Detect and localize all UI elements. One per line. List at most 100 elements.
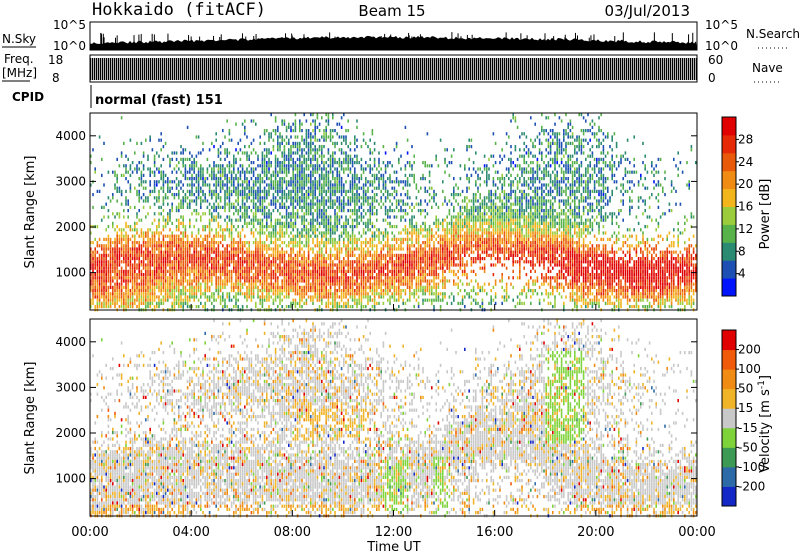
power-cell [290,215,292,219]
power-cell [376,250,378,254]
power-cell [94,289,96,293]
power-cell [140,301,143,305]
power-cell [186,260,189,264]
power-cell [230,276,233,280]
power-cell [299,298,301,302]
power-cell [261,151,264,155]
power-cell [312,196,314,200]
power-cell [90,266,92,270]
power-cell [373,298,376,302]
power-cell [136,247,138,251]
power-cell [237,151,239,155]
freq-bar [552,58,554,80]
power-cell [226,266,228,270]
power-cell [233,285,235,289]
power-cell [105,202,107,206]
power-cell [310,205,312,209]
power-cell [217,253,220,257]
power-cell [162,215,165,219]
power-cell [270,269,272,273]
power-cell [131,253,134,257]
power-cell [116,247,118,251]
power-cell [180,276,182,280]
power-cell [101,289,103,293]
power-cell [160,273,162,277]
power-cell [151,231,154,235]
power-cell [351,196,354,200]
power-cell [208,218,211,222]
power-cell [356,218,358,222]
power-cell [281,225,283,229]
power-cell [138,301,140,305]
power-cell [303,215,305,219]
power-cell [118,292,121,296]
power-cell [259,260,261,264]
power-cell [255,247,257,251]
freq-bar [534,58,536,80]
power-cell [239,173,242,177]
power-cell [200,282,202,286]
power-cell [268,305,270,309]
power-cell [228,138,231,142]
power-cell [369,244,371,248]
power-cell [292,266,294,270]
freq-bar [588,58,590,80]
power-cell [362,231,365,235]
power-cell [321,189,323,193]
power-cell [173,151,176,155]
power-cell [142,167,145,171]
power-cell [261,225,264,229]
power-cell [197,228,200,232]
power-cell [340,276,343,280]
power-cell [371,183,374,187]
power-cell [378,231,380,235]
power-cell [347,231,349,235]
power-cell [112,269,114,273]
power-cell [178,282,180,286]
power-cell [101,276,103,280]
freq-bar [396,58,398,80]
power-cell [332,177,334,181]
power-cell [257,269,259,273]
power-cell [314,260,316,264]
power-cell [261,170,264,174]
power-cell [360,292,363,296]
power-cell [116,292,118,296]
power-cell [327,205,330,209]
power-cell [114,247,116,251]
power-cell [340,263,343,267]
power-cell [263,167,266,171]
power-cell [310,113,312,117]
power-cell [327,180,330,184]
power-cell [312,167,314,171]
power-cell [171,289,173,293]
power-cell [310,221,312,225]
power-cell [237,289,239,293]
power-cell [101,282,103,286]
power-cell [175,218,178,222]
power-cell [255,202,257,206]
power-cell [380,173,382,177]
power-cell [213,241,215,245]
power-cell [272,260,275,264]
power-cell [290,189,292,193]
power-cell [219,180,222,184]
power-cell [224,157,226,161]
power-cell [237,193,239,197]
power-cell [156,199,158,203]
power-cell [244,151,246,155]
power-cell [305,202,308,206]
power-cell [378,279,380,283]
power-cell [312,231,314,235]
power-cell [160,301,162,305]
power-cell [305,225,308,229]
power-cell [175,244,178,248]
power-cell [288,164,290,168]
power-cell [197,237,200,241]
power-cell [277,263,279,267]
power-cell [129,138,132,142]
power-cell [292,298,294,302]
power-cell [303,269,305,273]
power-cell [103,305,105,309]
power-cell [294,129,297,133]
